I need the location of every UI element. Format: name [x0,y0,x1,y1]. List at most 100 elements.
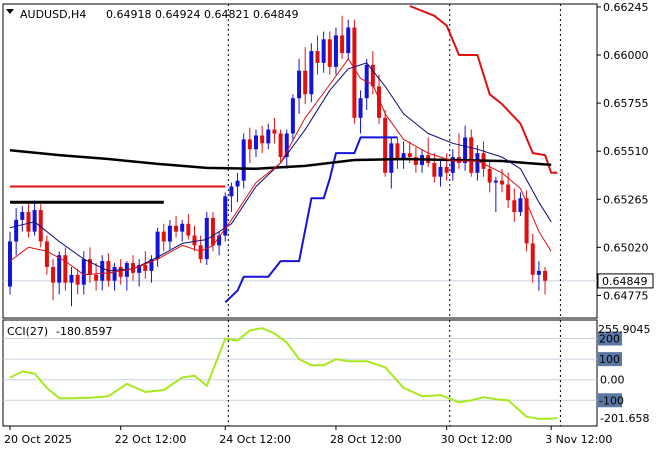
candle-body [260,135,265,144]
price-tick-label: 0.65510 [603,145,649,158]
candle-body [137,265,142,273]
price-tick-label: 0.66000 [603,49,649,62]
candle-body [444,166,449,173]
cci-panel-frame [2,319,598,427]
candle-body [370,64,375,87]
candle-body [284,133,289,158]
cci-value: -180.8597 [56,325,112,338]
cci-level-box [598,331,622,346]
price-tick-label: 0.65755 [603,97,649,110]
candle-body [278,133,283,158]
cci-level-label: 200 [599,333,620,346]
candle-body [192,235,197,246]
cci-max-label: 255.9045 [598,323,651,336]
chart-menu-triangle-icon[interactable] [6,9,14,14]
candle-body [161,231,166,242]
symbol-label: AUDUSD,H4 [20,8,86,21]
candle-body [155,231,160,260]
time-tick-label: 20 Oct 2025 [4,433,72,446]
candle-body [266,129,271,144]
candle-body [229,186,234,197]
candle-body [543,270,548,281]
candle-body [333,35,338,67]
candle-body [186,223,191,236]
candle-body [235,180,240,187]
candle-body [51,266,56,283]
candle-body [198,245,203,260]
candle-body [377,86,381,118]
candle-body [87,259,92,275]
candle-body [413,157,418,165]
candle-body [493,180,498,183]
fast-moving-average [9,58,552,276]
long-moving-average [9,148,552,171]
candle-body [315,51,320,63]
candle-body [395,143,400,160]
candle-body [475,153,480,173]
candle-body [309,51,314,95]
candle-body [217,235,222,246]
candle-body [432,162,437,177]
candle-body [512,200,517,213]
candle-body [14,219,19,242]
candle-body [69,274,74,283]
candle-body [100,261,105,281]
price-tick-label: 0.65020 [603,241,649,254]
price-tick-label: 0.65265 [603,193,649,206]
candle-body [167,225,172,242]
candle-body [463,137,468,163]
last-price-label: 0.64849 [602,275,648,288]
cci-min-label: -201.658 [600,412,649,425]
candle-body [272,129,277,134]
cci-panel: 200 100 0.00 -100 255.9045 -201.658 CCI(27) -… [2,319,651,427]
candle-body [204,217,209,260]
candle-body [81,259,86,285]
price-tick-label: 0.66245 [603,1,649,14]
cci-level-label: -100 [599,394,624,407]
time-tick-label: 24 Oct 12:00 [219,433,291,446]
candle-body [210,217,215,246]
candle-body [438,166,443,177]
cci-line [9,327,558,420]
candle-body [530,243,535,275]
candle-body [487,168,492,183]
cci-level-box [598,393,622,408]
candle-body [241,139,246,181]
candle-body [536,270,541,275]
mid-moving-average [9,62,552,272]
candle-body [131,263,135,273]
candle-body [297,70,302,99]
cci-level-box [598,352,622,367]
time-axis: 20 Oct 2025 22 Oct 12:00 24 Oct 12:00 28 Oc… [4,426,612,446]
candle-body [75,274,80,285]
candle-body [143,265,148,271]
candle-body [149,259,154,271]
candle-body [254,135,258,150]
last-price-box [597,273,654,289]
candles [8,15,548,307]
candle-body [321,39,326,63]
cci-level-label: 0.00 [600,374,625,387]
candle-body [352,27,357,118]
candle-body [506,184,511,201]
candle-body [450,157,455,173]
candle-body [524,198,529,244]
candle-body [94,274,99,281]
candle-body [118,266,123,277]
cci-title: CCI(27) [7,325,48,338]
candle-body [303,70,308,95]
candle-body [407,153,412,158]
candle-body [26,212,31,232]
candle-body [247,139,252,150]
candle-body [32,210,37,232]
candle-body [518,198,523,213]
time-tick-label: 22 Oct 12:00 [115,433,187,446]
time-tick-label: 28 Oct 12:00 [330,433,402,446]
time-tick-label: 3 Nov 12:00 [545,433,612,446]
candle-body [500,180,504,185]
candle-body [112,266,117,281]
price-tick-label: 0.64775 [603,289,649,302]
candle-body [180,223,185,232]
blue-stop-line [224,136,398,304]
